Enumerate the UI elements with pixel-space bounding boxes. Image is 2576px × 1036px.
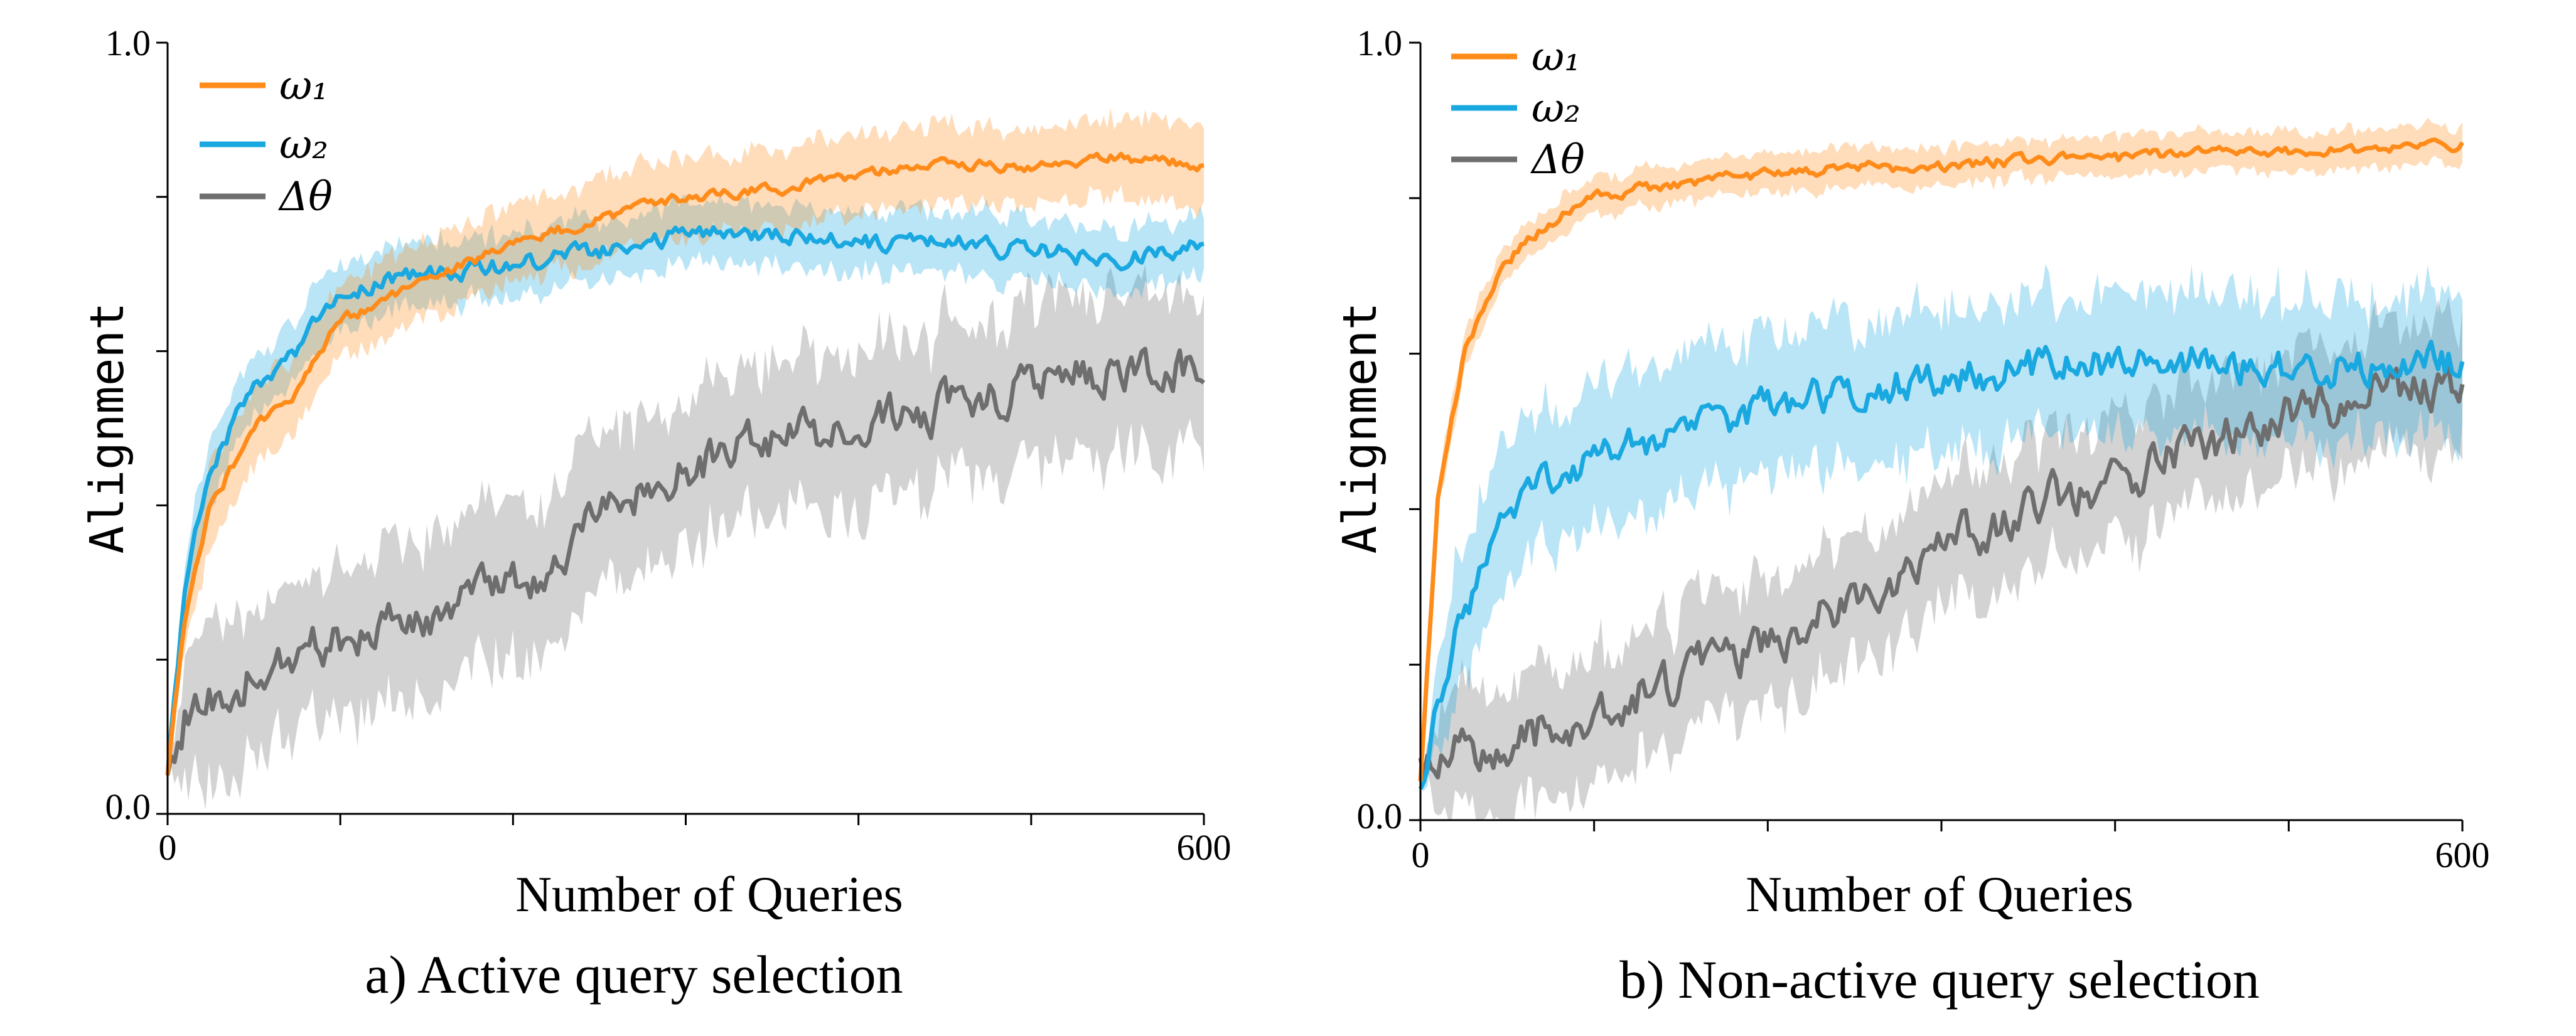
x-tick-label-left: 0 xyxy=(1412,835,1430,875)
legend: ω₁ ω₂ Δθ xyxy=(200,63,333,220)
x-tick-label-right: 600 xyxy=(1177,827,1232,868)
series-line-omega2 xyxy=(1418,339,2465,790)
series-line-omega2 xyxy=(165,225,1205,776)
legend-label-omega1: ω₁ xyxy=(279,63,328,109)
x-tick-label-right: 600 xyxy=(2435,835,2490,875)
panel-caption: b) Non-active query selection xyxy=(1619,949,2260,1010)
panel-a-lines xyxy=(165,151,1205,776)
x-axis-label: Number of Queries xyxy=(515,867,903,922)
legend-label-delta-theta: Δθ xyxy=(277,174,333,220)
panel-a-ticks xyxy=(156,41,1205,825)
series-line-delta-theta xyxy=(165,346,1205,776)
panel-b-bands xyxy=(1420,117,2462,820)
series-band-omega2 xyxy=(168,193,1204,776)
series-line-omega1 xyxy=(165,151,1205,776)
panel-a: 1.0 0.0 0 600 Alignment Number of Querie… xyxy=(80,23,1232,1005)
panel-b-ticks xyxy=(1409,41,2464,831)
legend-label-omega1: ω₁ xyxy=(1532,34,1580,80)
y-tick-label-bottom: 0.0 xyxy=(1357,796,1403,836)
x-tick-label-left: 0 xyxy=(159,827,177,868)
legend-label-omega2: ω₂ xyxy=(1532,85,1580,132)
panel-b-lines xyxy=(1418,137,2465,790)
y-axis-label: Alignment xyxy=(1333,302,1387,554)
legend-label-omega2: ω₂ xyxy=(279,122,328,168)
panel-caption: a) Active query selection xyxy=(365,944,903,1005)
y-tick-label-bottom: 0.0 xyxy=(105,786,151,827)
series-line-delta-theta xyxy=(1418,365,2465,780)
x-axis-label: Number of Queries xyxy=(1746,867,2133,922)
legend-label-delta-theta: Δθ xyxy=(1530,137,1585,183)
y-tick-label-top: 1.0 xyxy=(1357,23,1403,63)
series-line-omega1 xyxy=(1418,137,2464,782)
y-axis-label: Alignment xyxy=(80,302,134,554)
series-band-omega2 xyxy=(1420,264,2462,791)
series-band-delta-theta xyxy=(168,264,1204,809)
y-tick-label-top: 1.0 xyxy=(105,23,151,63)
legend: ω₁ ω₂ Δθ xyxy=(1451,34,1585,183)
panel-b: 1.0 0.0 0 600 Alignment Number of Querie… xyxy=(1333,23,2490,1010)
